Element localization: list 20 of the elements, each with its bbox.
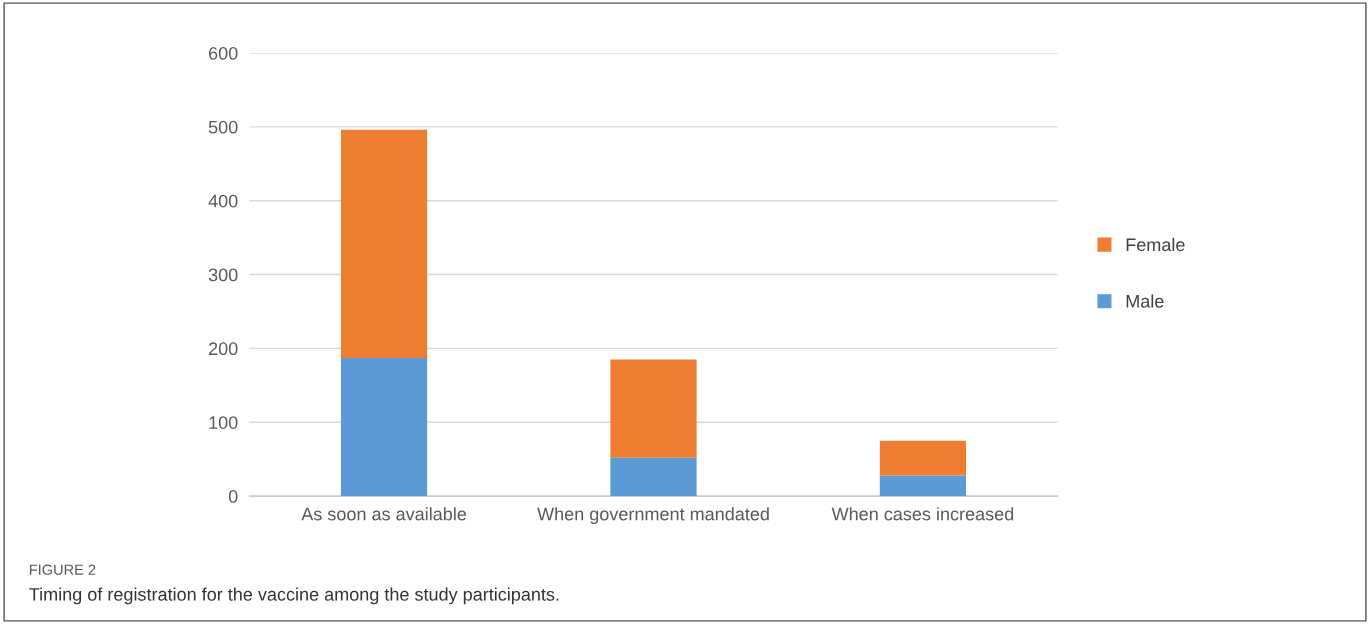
y-tick-label: 100 bbox=[209, 416, 238, 429]
caption: FIGURE 2 bbox=[29, 564, 96, 575]
bar bbox=[879, 440, 967, 476]
legend-label: Male bbox=[1126, 294, 1164, 308]
y-tick-label: 300 bbox=[208, 268, 238, 282]
x-tick-label: As soon as available bbox=[301, 507, 467, 521]
y-tick-label: 200 bbox=[209, 342, 238, 356]
text: Timing of registration for the vaccine among the study participants. bbox=[29, 587, 559, 605]
y-tick-label: 600 bbox=[209, 46, 238, 60]
y-tick-label: 0 bbox=[228, 490, 238, 503]
bar bbox=[879, 475, 967, 497]
bar bbox=[340, 358, 428, 497]
y-tick-label: 500 bbox=[208, 120, 238, 134]
bar bbox=[610, 359, 697, 458]
y-tick-label: 400 bbox=[208, 194, 238, 208]
x-tick-label: When cases increased bbox=[831, 507, 1014, 521]
bar bbox=[610, 457, 697, 497]
legend-label: Female bbox=[1126, 237, 1185, 252]
bar bbox=[340, 129, 428, 358]
x-tick-label: When government mandated bbox=[537, 507, 769, 525]
